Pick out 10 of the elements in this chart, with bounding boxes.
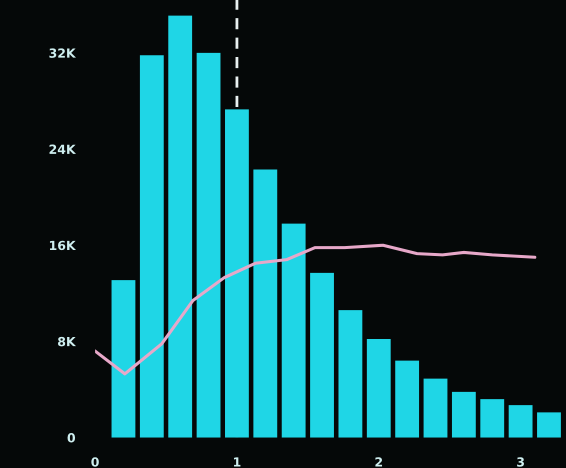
y-tick-label: 32K [49,48,76,58]
x-tick-label: 2 [375,457,382,467]
y-tick-label: 8K [58,336,76,346]
y-tick-label: 16K [50,240,76,250]
x-tick-label: 0 [91,457,99,467]
y-tick-label: 0 [68,433,76,443]
x-tick-label: 3 [517,457,524,467]
x-tick-label: 1 [234,457,240,467]
y-tick-label: 24K [50,144,76,154]
line-series [95,244,536,376]
